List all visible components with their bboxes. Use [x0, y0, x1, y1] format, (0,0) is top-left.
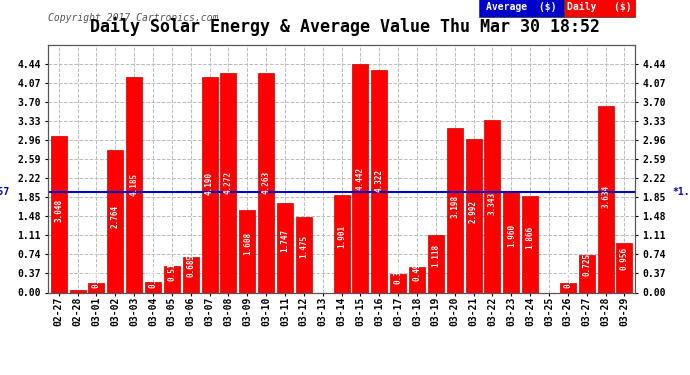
Text: 4.272: 4.272 — [224, 171, 233, 194]
Bar — [277, 202, 293, 292]
Text: 0.725: 0.725 — [582, 253, 591, 276]
Bar — [296, 217, 312, 292]
Bar — [503, 192, 520, 292]
Text: 0.511: 0.511 — [167, 258, 177, 280]
FancyBboxPatch shape — [480, 0, 564, 16]
Text: 2.764: 2.764 — [111, 206, 120, 228]
Text: 4.263: 4.263 — [262, 171, 270, 194]
Bar — [484, 120, 500, 292]
Bar — [164, 266, 180, 292]
Bar — [201, 77, 217, 292]
Text: 1.475: 1.475 — [299, 235, 308, 258]
Text: 4.190: 4.190 — [205, 172, 214, 195]
Text: 0.956: 0.956 — [620, 247, 629, 270]
Bar — [466, 138, 482, 292]
Bar — [220, 73, 237, 292]
Text: 0.493: 0.493 — [413, 258, 422, 281]
Bar — [70, 290, 86, 292]
Text: 1.608: 1.608 — [243, 232, 252, 255]
Bar — [446, 128, 463, 292]
Bar — [579, 255, 595, 292]
Bar — [390, 274, 406, 292]
Text: Daily   ($): Daily ($) — [567, 2, 632, 12]
Bar — [409, 267, 425, 292]
Text: 3.048: 3.048 — [55, 199, 63, 222]
Text: 3.634: 3.634 — [601, 185, 610, 209]
Text: 0.366: 0.366 — [393, 261, 403, 284]
Bar — [107, 150, 124, 292]
Text: 1.901: 1.901 — [337, 225, 346, 249]
Bar — [598, 105, 613, 292]
Text: 4.322: 4.322 — [375, 169, 384, 192]
Text: Daily Solar Energy & Average Value Thu Mar 30 18:52: Daily Solar Energy & Average Value Thu M… — [90, 17, 600, 36]
Bar — [88, 283, 104, 292]
Text: 1.118: 1.118 — [431, 243, 440, 267]
Bar — [145, 282, 161, 292]
Bar — [560, 283, 576, 292]
Text: Average  ($): Average ($) — [486, 2, 557, 12]
Text: *1.957: *1.957 — [0, 187, 10, 197]
Bar — [428, 235, 444, 292]
Bar — [333, 195, 350, 292]
Text: Copyright 2017 Cartronics.com: Copyright 2017 Cartronics.com — [48, 13, 219, 23]
Text: 1.960: 1.960 — [506, 224, 516, 247]
Text: *1.957: *1.957 — [673, 187, 690, 197]
Text: 3.198: 3.198 — [450, 195, 460, 219]
Text: 3.343: 3.343 — [488, 192, 497, 215]
Text: 0.186: 0.186 — [92, 265, 101, 288]
Text: 1.747: 1.747 — [280, 229, 290, 252]
Text: 4.442: 4.442 — [356, 166, 365, 190]
Text: 0.685: 0.685 — [186, 254, 195, 277]
Text: 1.866: 1.866 — [526, 226, 535, 249]
Bar — [258, 73, 274, 292]
Bar — [371, 70, 387, 292]
Bar — [239, 210, 255, 292]
Bar — [353, 64, 368, 292]
Bar — [522, 196, 538, 292]
Bar — [616, 243, 633, 292]
Bar — [183, 257, 199, 292]
Text: 0.186: 0.186 — [563, 265, 572, 288]
FancyBboxPatch shape — [564, 0, 635, 16]
Text: 4.185: 4.185 — [130, 172, 139, 196]
Text: 0.208: 0.208 — [148, 264, 157, 288]
Bar — [50, 136, 67, 292]
Bar — [126, 77, 142, 292]
Text: 2.992: 2.992 — [469, 200, 478, 223]
